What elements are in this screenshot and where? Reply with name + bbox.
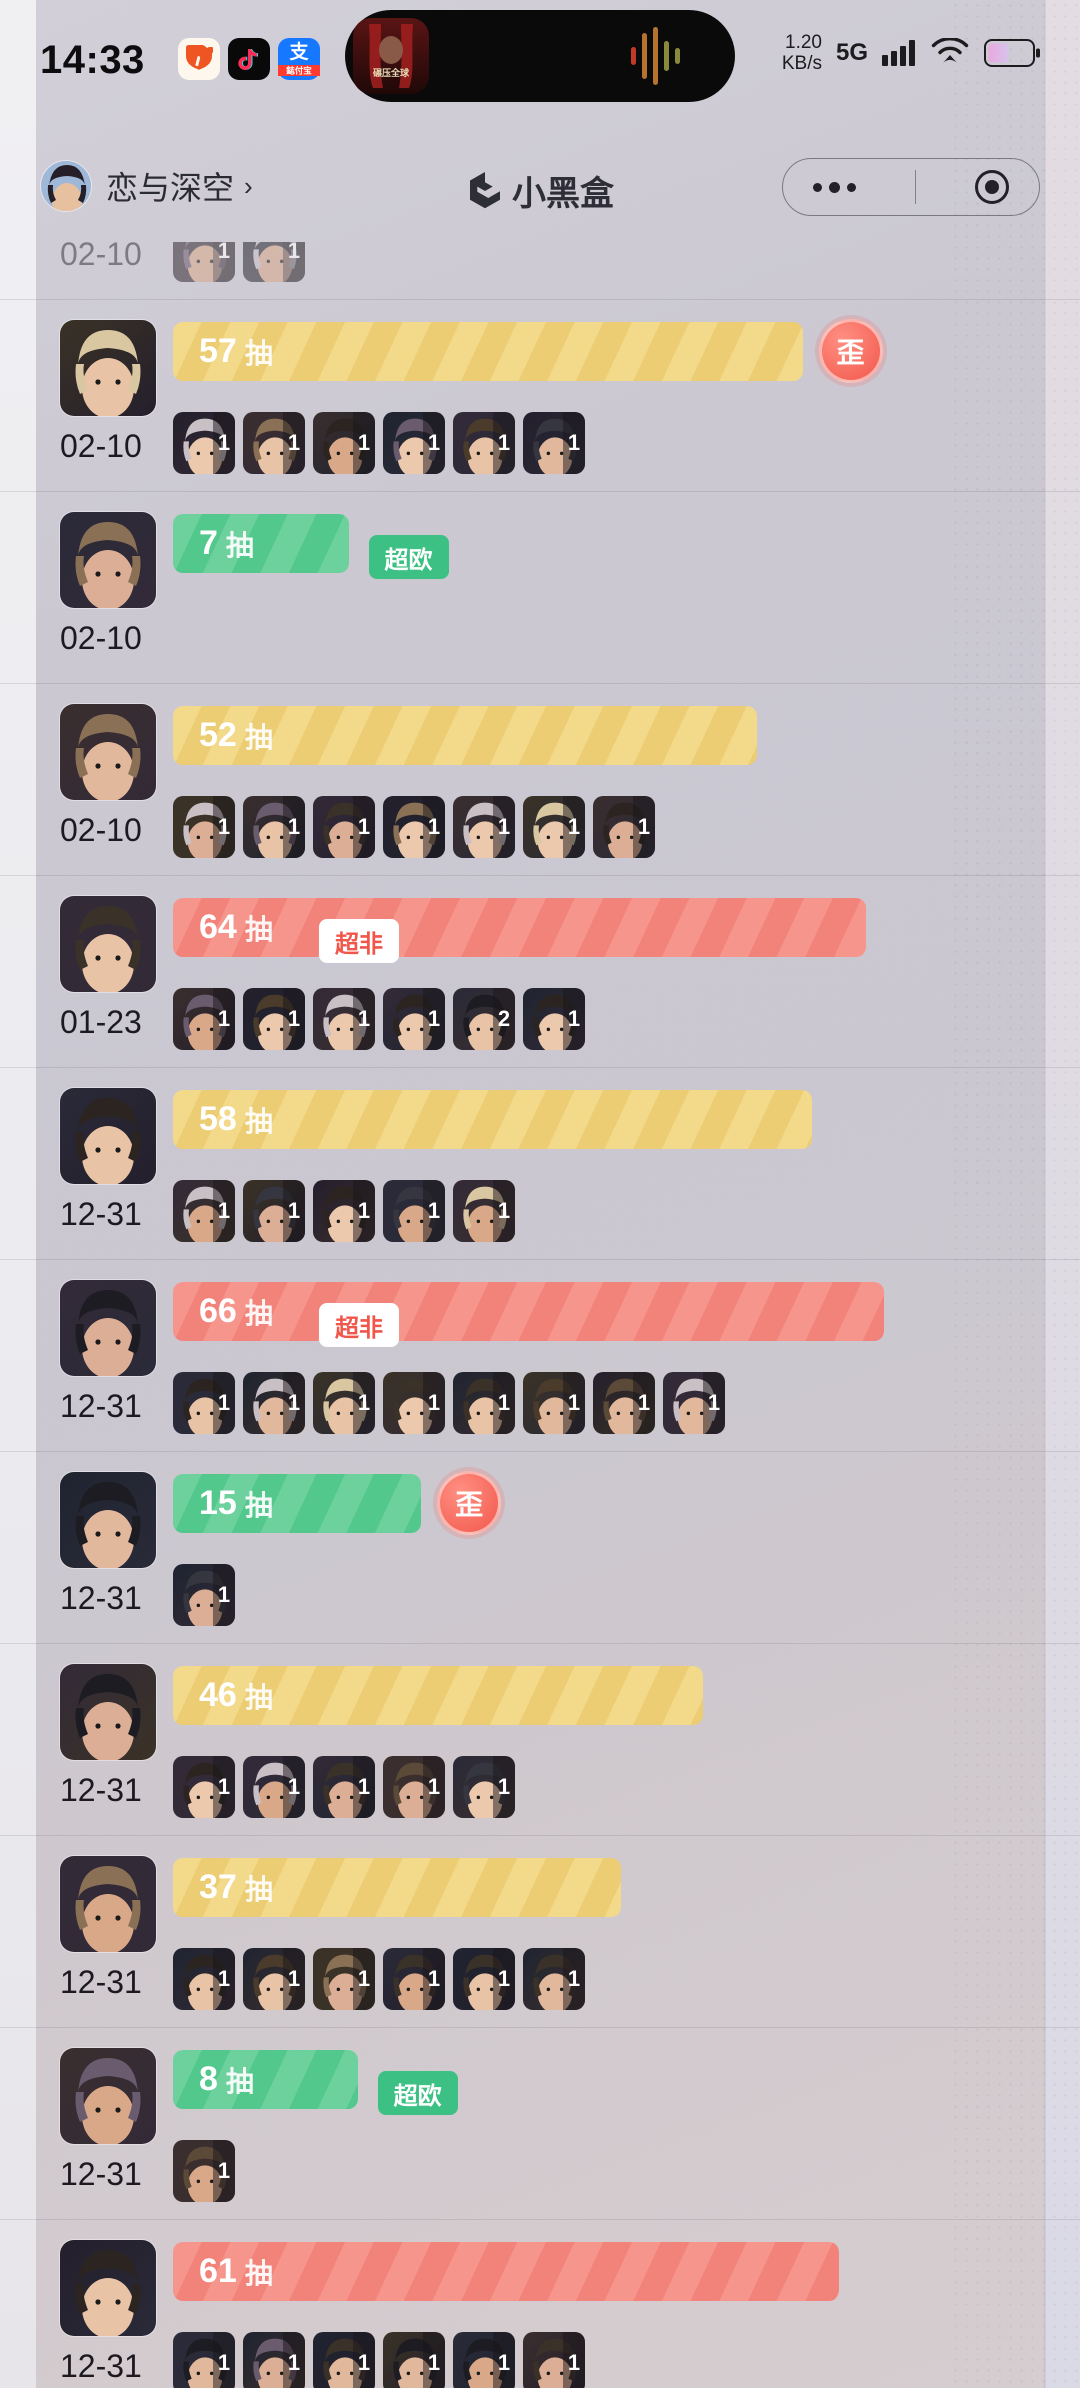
svg-text:支: 支 <box>288 41 309 63</box>
svg-text:碾压全球: 碾压全球 <box>373 67 410 78</box>
svg-text:鋕付宝: 鋕付宝 <box>285 66 312 76</box>
